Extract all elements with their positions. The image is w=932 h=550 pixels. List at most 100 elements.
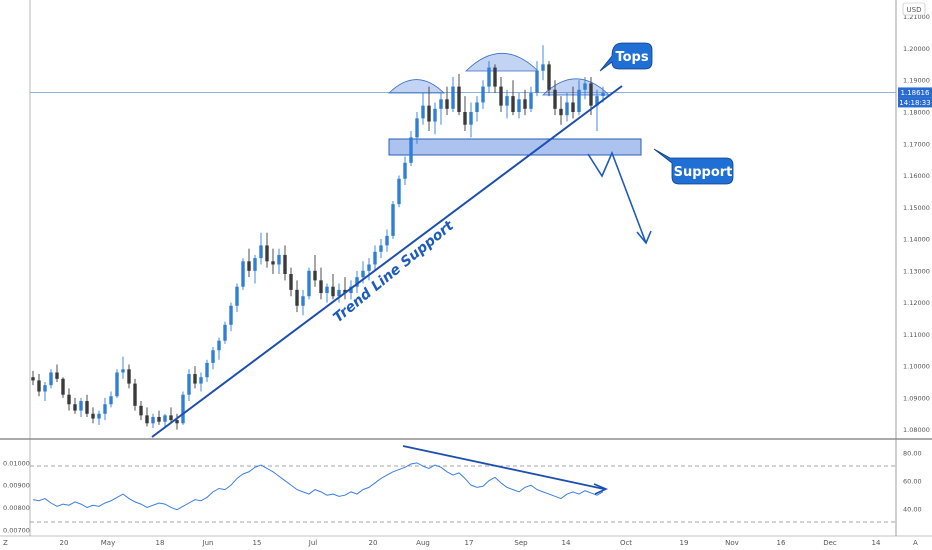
time-tick-label: 14 [562,539,571,547]
price-tick-label: 1.13000 [903,267,930,275]
tops-arcs [388,52,610,96]
candle-body [61,378,65,395]
candle-body [379,245,383,252]
time-tick-label: 14 [872,539,881,547]
rsi-line [32,462,604,511]
top-arc [465,52,539,72]
candle-body [103,404,107,414]
corner-left-label[interactable]: Z [3,539,8,547]
candle-body [283,254,287,274]
candle-body [337,289,341,297]
candle-body [97,413,101,419]
price-tag[interactable] [898,87,932,98]
rsi-right-tick-label: 60.00 [903,478,922,486]
time-tick-label: 17 [465,539,474,547]
candle-body [43,385,47,392]
candle-body [595,96,599,106]
candle-body [439,99,443,109]
price-axis: 1.21000 1.20000 1.19000 1.18000 1.17000 1.160… [903,13,930,434]
time-tick-label: 15 [253,539,262,547]
candle-body [541,64,545,71]
support-zone [388,138,642,156]
currency-box [902,2,926,16]
time-tick-label: 19 [680,539,689,547]
rsi-right-axis: 80.00 60.00 40.00 [903,450,922,514]
rsi-left-axis: 0.01000 0.00900 0.00800 0.00700 [3,459,30,534]
candle-body [547,64,551,90]
candle-body [211,350,215,363]
time-axis: 20 May 18 Jun 15 Jul 20 Aug 17 Sep 14 Oct 19 Nov 16 Dec… [60,539,881,547]
candle-body [49,372,53,386]
price-tick-label: 1.09000 [903,394,930,402]
price-tick-label: 1.17000 [903,140,930,148]
rsi-left-tick-label: 0.01000 [3,459,30,467]
candle-body [109,396,113,405]
candle-body [427,105,431,122]
candle-body [229,305,233,325]
top-arc [388,79,445,94]
support-rect [388,138,642,156]
candle-body [373,251,377,265]
candle-body [349,286,353,294]
candle-body [397,178,401,205]
candle-body [73,404,77,411]
time-tick-label: 20 [369,539,378,547]
divergence-arrowhead [593,483,609,495]
price-tick-label: 1.20000 [903,45,930,53]
candle-body [367,264,371,271]
corner-right-label[interactable]: A [913,539,918,547]
candle-body [385,235,389,246]
candle-body [169,415,173,421]
candle-body [415,118,419,138]
candle-body [199,377,203,384]
price-tick-label: 1.16000 [903,172,930,180]
time-tick-label: Dec [823,539,837,547]
candle-body [475,102,479,112]
price-tick-label: 1.19000 [903,77,930,85]
candle-body [181,394,185,424]
candle-body [157,416,161,422]
candle-body [463,112,467,125]
candle-body [529,92,533,109]
candle-body [145,415,149,424]
candle-body [517,99,521,112]
candle-body [343,289,347,294]
time-tick-label: May [101,539,115,547]
projection-arrow [587,150,647,244]
time-tick-label: Nov [725,539,739,547]
candle-body [313,270,317,281]
price-tick-label: 1.21000 [903,13,930,21]
candle-body [67,394,71,405]
candle-body [253,258,257,271]
time-tick-label: Sep [514,539,528,547]
candle-body [499,86,503,106]
candle-body [331,286,335,297]
candle-body [151,416,155,424]
candle-body [403,162,407,179]
candle-body [445,99,449,109]
candle-body [535,70,539,93]
price-tag-label: 1.18616 [901,89,930,97]
support-label: Support [674,165,733,180]
support-callout: Support [653,148,734,185]
candle-body [391,204,395,236]
candle-body [187,374,191,395]
candle-body [565,102,569,116]
price-tick-label: 1.18000 [903,109,930,117]
candle-body [193,374,197,384]
candle-body [259,245,263,259]
candle-body [121,369,125,373]
candle-body [523,99,527,109]
candle-body [421,105,425,119]
candle-body [37,380,41,392]
candle-body [91,413,95,419]
candle-body [469,112,473,125]
time-tick-label: Jul [308,539,318,547]
candle-body [505,96,509,106]
candle-body [271,261,275,265]
price-tick-label: 1.15000 [903,204,930,212]
candle-body [307,270,311,297]
candle-body [55,372,59,379]
candle-body [583,83,587,90]
candle-body [487,67,491,87]
